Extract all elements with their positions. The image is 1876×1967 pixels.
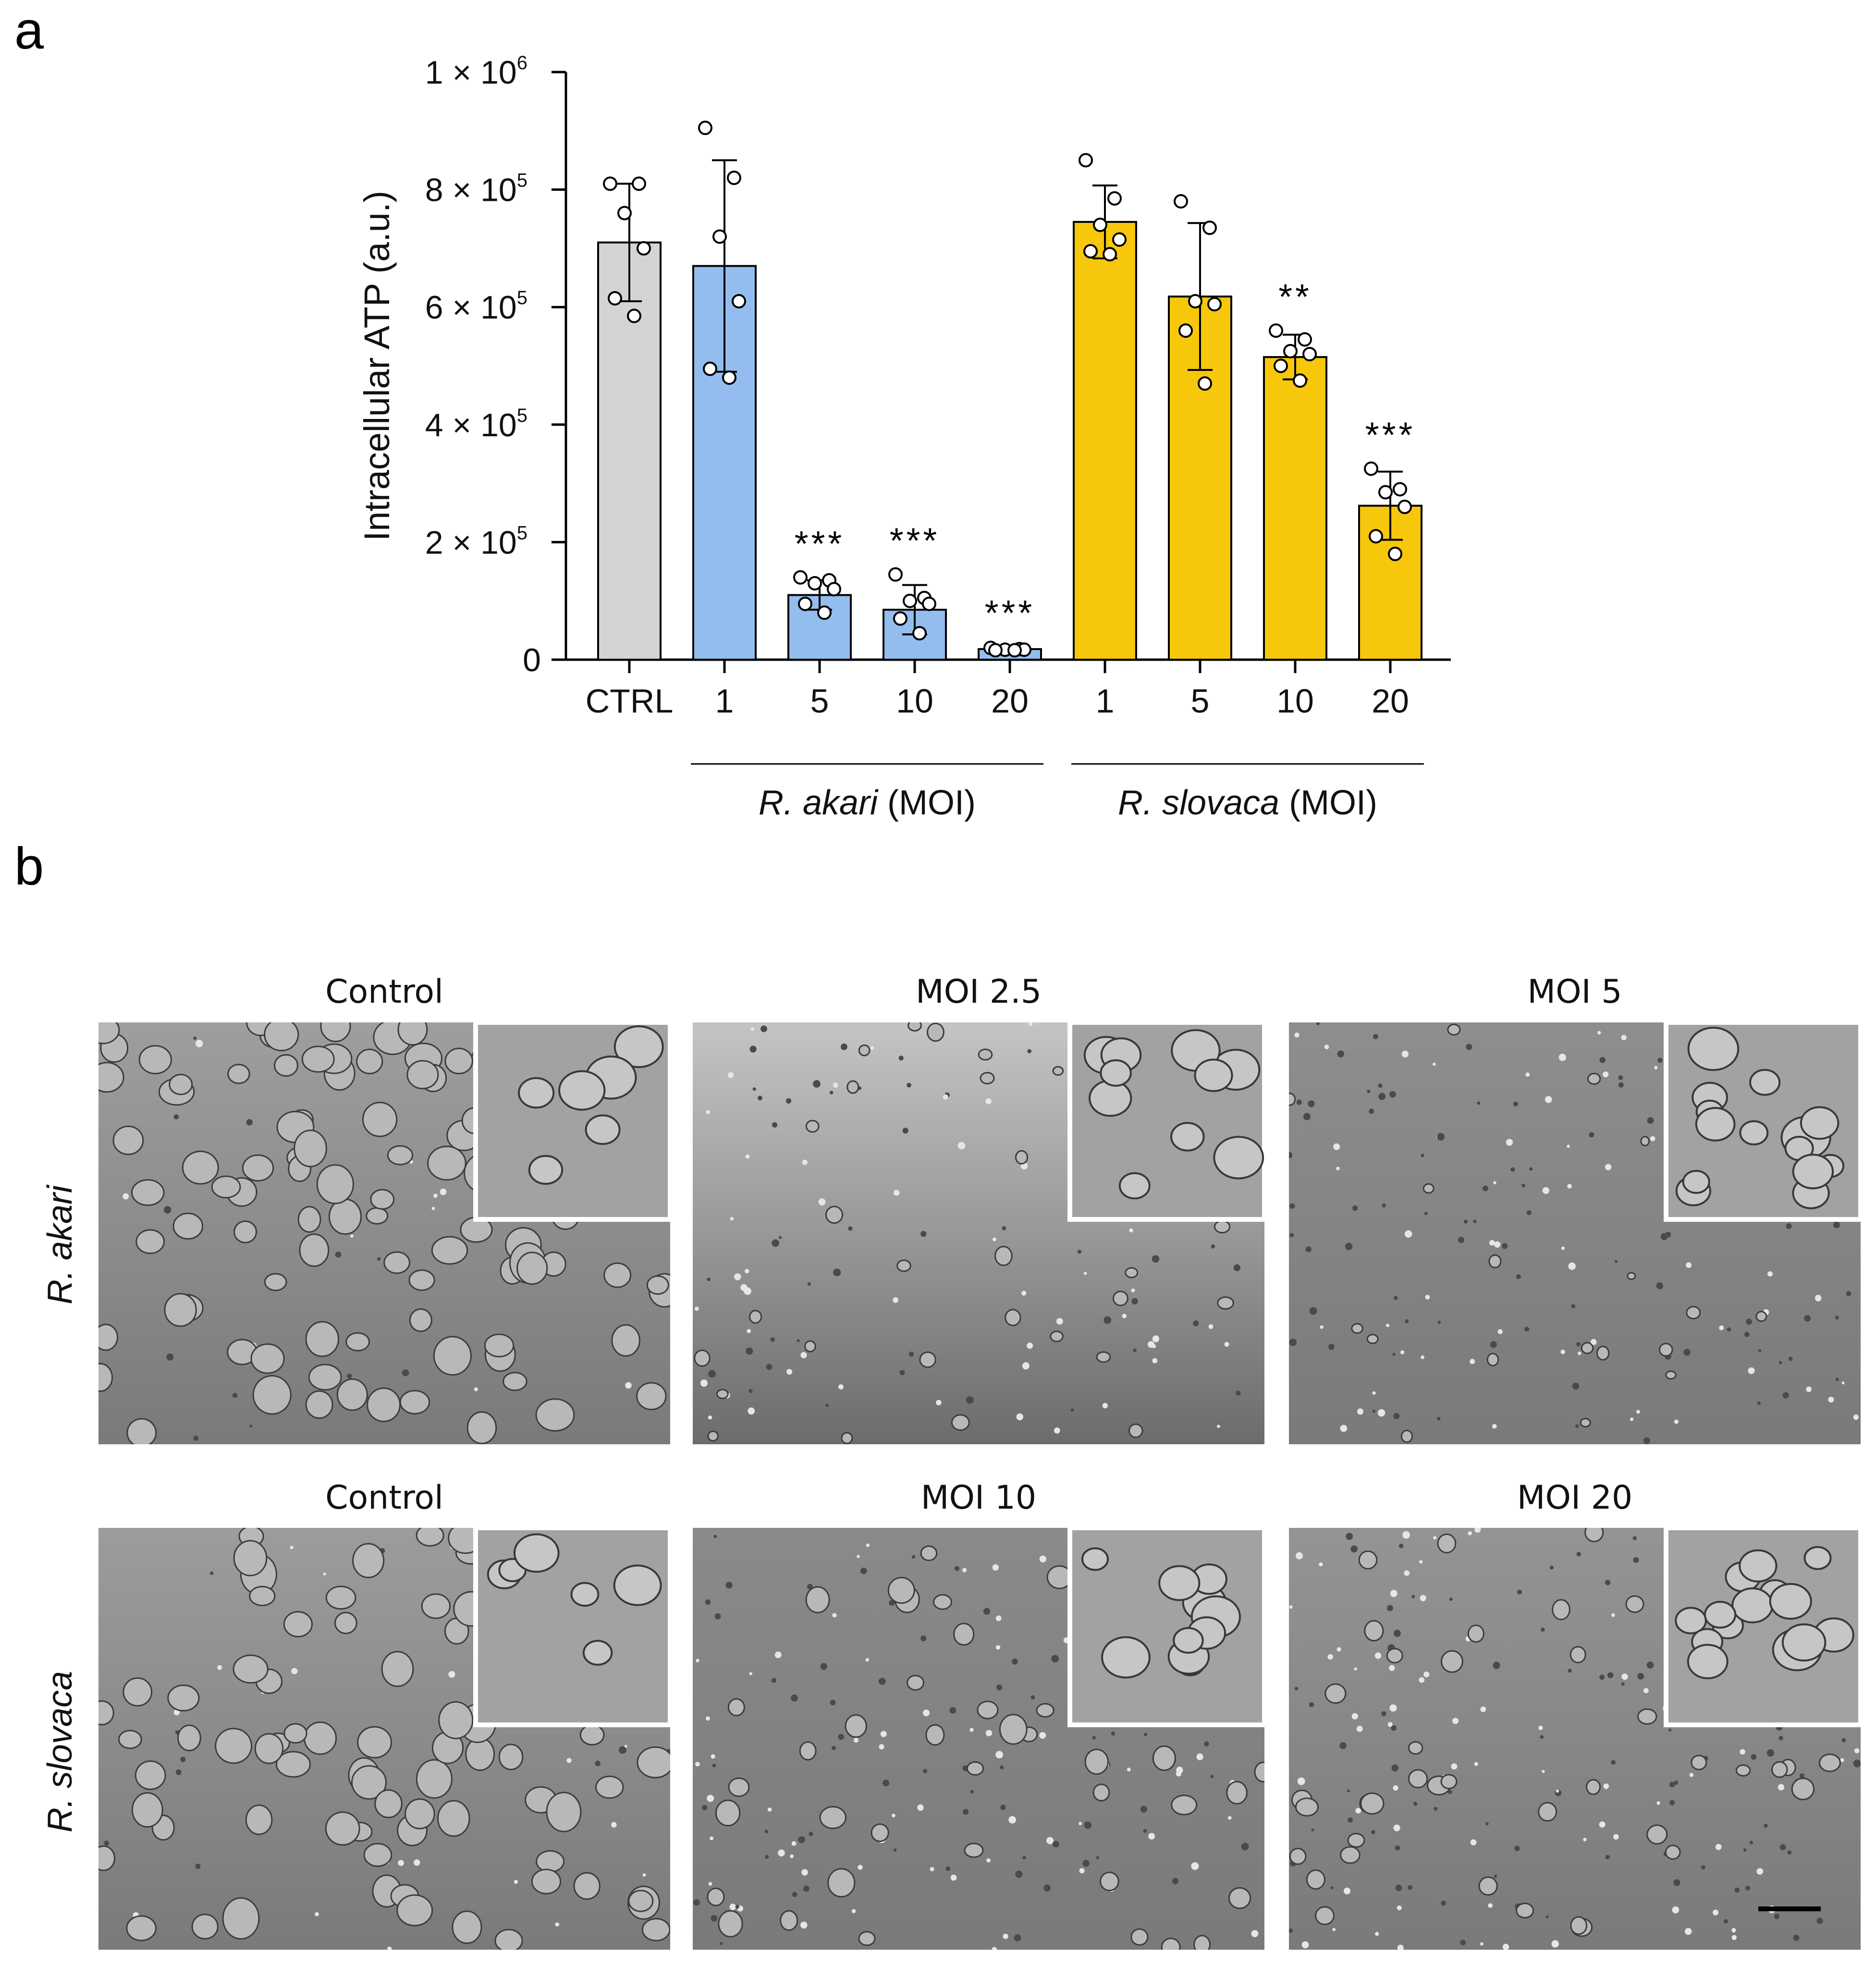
data-point: [1188, 294, 1202, 308]
data-point: [798, 596, 812, 611]
data-point: [637, 241, 651, 256]
y-tick-label: 0: [523, 642, 541, 678]
data-point: [1388, 546, 1402, 561]
data-point: [903, 593, 917, 608]
data-point: [732, 294, 746, 308]
data-point: [1202, 221, 1217, 235]
data-point: [1093, 217, 1107, 232]
x-tick-label: 10: [896, 682, 933, 720]
x-tick-label: 20: [1372, 682, 1409, 720]
data-point: [1269, 323, 1283, 338]
x-tick-label: 10: [1276, 682, 1314, 720]
data-point: [1302, 347, 1317, 362]
data-point: [1112, 232, 1127, 247]
x-tick-label: 5: [810, 682, 829, 720]
data-point: [1083, 244, 1098, 259]
data-point: [922, 596, 936, 611]
data-point: [1364, 461, 1378, 476]
data-point: [603, 176, 617, 191]
x-tick-label: 1: [1096, 682, 1115, 720]
data-point: [617, 206, 632, 221]
data-point: [632, 176, 646, 191]
data-point: [808, 576, 822, 591]
micrograph-r-akari-control: [98, 1022, 670, 1444]
y-tick-label: 6 × 105: [425, 287, 527, 326]
group-label: R. slovaca (MOI): [1118, 784, 1377, 822]
significance-marker: ***: [890, 521, 940, 561]
micrograph-title-6: MOI 20: [1517, 1479, 1633, 1517]
data-point: [1393, 482, 1407, 497]
y-tick-label: 4 × 105: [425, 405, 527, 443]
micrograph-title-3: MOI 5: [1527, 973, 1622, 1011]
scale-bar: [1758, 1906, 1821, 1911]
data-point: [1178, 323, 1193, 338]
data-point: [703, 361, 717, 376]
row-label-r-slovaca: R. slovaca: [41, 1671, 79, 1833]
y-tick-label: 1 × 106: [425, 52, 527, 91]
data-point: [722, 370, 736, 385]
x-tick-label: 20: [991, 682, 1029, 720]
data-point: [817, 605, 832, 620]
significance-marker: ***: [985, 593, 1035, 633]
atp-bar-chart: 0 2 × 105 4 × 105 6 × 105 8 × 105 1 × 106 Intr…: [357, 52, 1451, 822]
micrograph-title-1: Control: [325, 973, 443, 1011]
significance-marker: ***: [1365, 415, 1415, 455]
micrograph-title-2: MOI 2.5: [915, 973, 1042, 1011]
data-point: [888, 567, 903, 582]
micrograph-r-akari-moi-5: [1289, 1022, 1861, 1444]
row-label-r-akari: R. akari: [41, 1185, 79, 1305]
micrograph-r-slovaca-moi-20: [1289, 1528, 1861, 1950]
significance-marker: ***: [795, 524, 845, 564]
data-point: [1198, 376, 1212, 391]
micrograph-r-slovaca-control: [98, 1528, 670, 1950]
data-point: [1107, 191, 1122, 206]
y-axis-label: Intracellular ATP (a.u.): [357, 191, 397, 541]
micrograph-r-slovaca-moi-10: [693, 1528, 1264, 1950]
data-point: [712, 229, 727, 244]
bar: [1263, 356, 1327, 661]
bar: [1073, 221, 1137, 661]
y-tick-label: 8 × 105: [425, 170, 527, 209]
micrograph-r-akari-moi-2-5: [693, 1022, 1264, 1444]
data-point: [1103, 247, 1117, 262]
bar: [597, 241, 662, 661]
data-point: [1378, 485, 1393, 500]
data-point: [1207, 297, 1222, 312]
panel-label-b: b: [14, 837, 44, 896]
data-point: [1079, 153, 1093, 168]
data-point: [1174, 194, 1188, 209]
data-point: [1293, 373, 1307, 388]
panel-label-a: a: [14, 1, 44, 60]
significance-marker: **: [1278, 277, 1312, 317]
data-point: [1398, 500, 1412, 515]
data-point: [1283, 344, 1298, 358]
x-tick-label: CTRL: [586, 682, 674, 720]
data-point: [608, 291, 622, 306]
data-point: [912, 626, 927, 640]
data-point: [727, 171, 741, 185]
data-point: [1007, 643, 1022, 658]
x-tick-label: 5: [1191, 682, 1210, 720]
data-point: [1369, 529, 1383, 544]
group-label: R. akari (MOI): [759, 784, 976, 822]
data-point: [893, 611, 907, 626]
data-point: [988, 643, 1003, 658]
data-point: [1274, 358, 1288, 373]
micrograph-title-4: Control: [325, 1479, 443, 1517]
x-tick-label: 1: [715, 682, 734, 720]
micrograph-title-5: MOI 10: [920, 1479, 1037, 1517]
data-point: [627, 308, 641, 323]
data-point: [827, 582, 841, 597]
data-point: [1298, 332, 1312, 347]
y-tick-label: 2 × 105: [425, 522, 527, 561]
data-point: [793, 570, 808, 585]
data-point: [698, 121, 712, 135]
